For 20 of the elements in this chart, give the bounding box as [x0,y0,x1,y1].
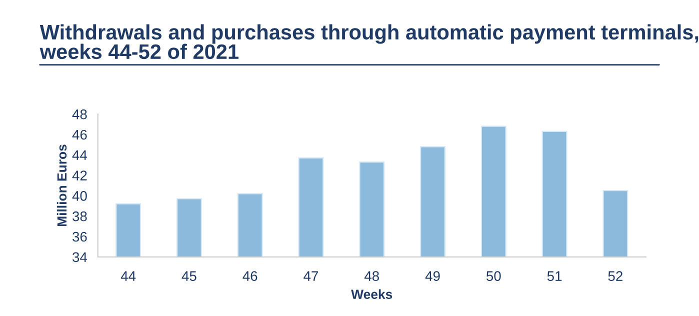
x-tick-label: 49 [425,271,440,281]
x-tick-label: 44 [120,271,136,281]
y-tick-label: 40 [72,191,87,201]
y-tick-label: 48 [72,109,87,120]
chart-title: Withdrawals and purchases through automatic payment terminals, weeks 44-52 of 2021 [40,24,698,60]
x-axis-title: Weeks [351,289,392,299]
x-tick-label: 45 [182,271,196,281]
x-tick-label: 52 [608,271,622,281]
x-tick-label: 51 [547,271,562,281]
y-tick-label: 46 [72,130,87,140]
x-tick-label: 50 [486,271,501,281]
y-tick-label: 44 [72,150,88,160]
x-tick-label: 48 [364,271,379,281]
y-tick-label: 34 [72,252,88,262]
x-tick-label: 46 [242,271,258,281]
y-tick-label: 38 [72,211,87,222]
y-axis-title: Million Euros [56,144,67,226]
y-tick-label: 36 [72,232,87,242]
x-tick-label: 47 [304,271,318,281]
y-tick-label: 42 [72,170,87,180]
